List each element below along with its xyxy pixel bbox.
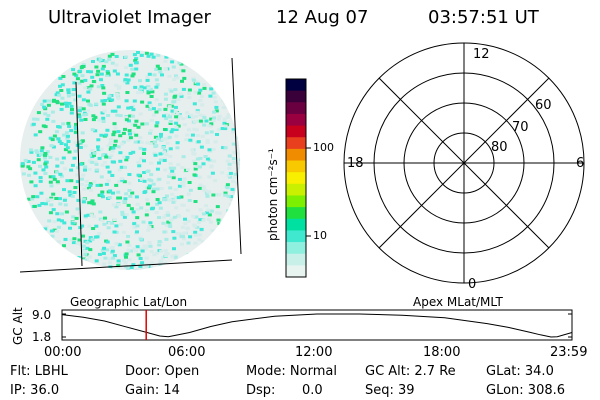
mlat-label-80: 80 [491,140,508,155]
colorbar [285,78,311,278]
mlt-label-6: 6 [576,156,585,171]
status-ip: IP: 36.0 [10,383,60,398]
instrument-title: Ultraviolet Imager [48,7,211,28]
colorbar-cell [286,230,306,243]
colorbar-cell [286,183,306,196]
time-tick-1200: 12:00 [295,345,333,360]
alt-tick-low: 1.8 [32,330,52,344]
colorbar-tick-100: 100 [313,141,334,154]
colorbar-cell [286,102,306,115]
colorbar-label: photon cm⁻²s⁻¹ [266,148,280,241]
date-label: 12 Aug 07 [276,7,369,28]
colorbar-cell [286,242,306,255]
colorbar-cell [286,148,306,162]
colorbar-cell [286,207,306,220]
altitude-strip [61,309,573,341]
time-tick-2359: 23:59 [550,345,588,360]
colorbar-cell [286,253,306,266]
uv-image-disk [20,50,240,270]
colorbar-tick-10: 10 [313,229,327,242]
status-gain: Gain: 14 [125,383,180,398]
status-glon: GLon: 308.6 [486,383,566,398]
altitude-curve [61,313,573,338]
status-door: Door: Open [125,364,200,379]
colorbar-cell [286,218,306,231]
status-filter: Flt: LBHL [10,364,68,379]
time-label: 03:57:51 UT [428,7,539,28]
time-tick-0600: 06:00 [168,345,206,360]
status-glat: GLat: 34.0 [486,364,554,379]
geographic-label: Geographic Lat/Lon [70,295,188,309]
colorbar-cell [286,90,306,103]
time-tick-1800: 18:00 [423,345,461,360]
colorbar-cell [286,113,306,127]
status-dsp-label: Dsp: [246,383,276,398]
mlat-label-60: 60 [535,98,552,113]
geographic-grid-lines [19,57,242,273]
colorbar-cell [286,137,306,150]
status-seq: Seq: 39 [365,383,415,398]
colorbar-cell [286,125,306,138]
mlt-label-0: 0 [468,277,477,292]
apex-label: Apex MLat/MLT [413,295,503,309]
alt-axis-label: GC Alt [11,307,25,345]
colorbar-cell [286,160,306,173]
mlt-label-18: 18 [347,156,364,171]
colorbar-cell [286,265,306,278]
colorbar-cell [286,195,306,208]
colorbar-cell [286,172,306,185]
mlt-label-12: 12 [473,47,490,62]
polar-plot [343,42,585,284]
time-tick-0000: 00:00 [44,345,82,360]
status-gc-alt: GC Alt: 2.7 Re [365,364,456,379]
status-dsp-value: 0.0 [302,383,323,398]
mlat-label-70: 70 [512,120,529,135]
alt-tick-high: 9.0 [32,308,52,322]
status-mode: Mode: Normal [246,364,337,379]
colorbar-cell [286,79,306,92]
